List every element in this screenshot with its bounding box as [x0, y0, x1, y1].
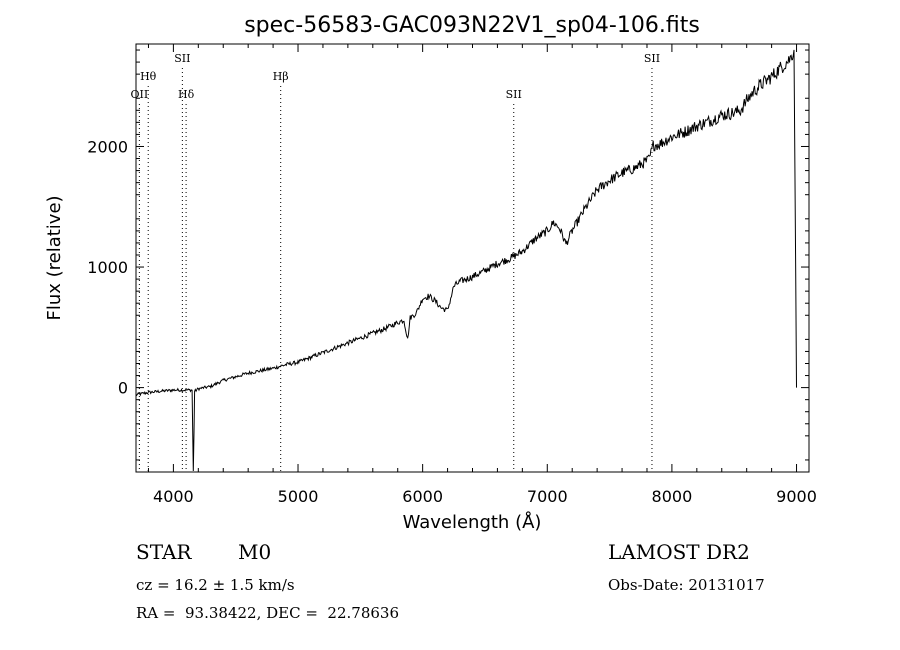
- x-tick-label: 8000: [652, 487, 693, 506]
- axis-ticks: 4000 5000 6000 7000 8000 9000 0 1000 2000: [87, 44, 817, 506]
- spectral-line-label: Hβ: [273, 70, 289, 83]
- x-tick-label: 5000: [278, 487, 319, 506]
- y-tick-label: 2000: [87, 137, 128, 156]
- x-tick-label: 9000: [776, 487, 817, 506]
- x-tick-label: 4000: [153, 487, 194, 506]
- spectral-line-label: Hδ: [178, 88, 195, 101]
- spectral-subclass: M0: [238, 540, 272, 564]
- spectral-line-label: Hθ: [140, 70, 157, 83]
- chart-title: spec-56583-GAC093N22V1_sp04-106.fits: [244, 13, 700, 38]
- survey-name: LAMOST DR2: [608, 540, 750, 564]
- x-tick-label: 7000: [527, 487, 568, 506]
- spectral-line-label: SII: [506, 88, 522, 101]
- spectrum-line: [135, 49, 797, 472]
- observation-date: Obs-Date: 20131017: [608, 576, 765, 594]
- spectral-line-label: OII: [131, 88, 149, 101]
- object-type: STAR: [136, 540, 192, 564]
- y-tick-label: 0: [118, 379, 128, 398]
- spectral-line-label: SII: [174, 52, 190, 65]
- coordinates-text: RA = 93.38422, DEC = 22.78636: [136, 604, 400, 622]
- plot-frame: [135, 43, 810, 473]
- redshift-text: cz = 16.2 ± 1.5 km/s: [136, 576, 295, 594]
- spectral-line-markers: OII Hθ SII Hδ Hβ SII SII: [131, 52, 660, 472]
- x-tick-label: 6000: [402, 487, 443, 506]
- x-axis-label: Wavelength (Å): [403, 511, 542, 533]
- y-axis-label: Flux (relative): [44, 195, 65, 320]
- y-tick-label: 1000: [87, 258, 128, 277]
- spectral-line-label: SII: [644, 52, 660, 65]
